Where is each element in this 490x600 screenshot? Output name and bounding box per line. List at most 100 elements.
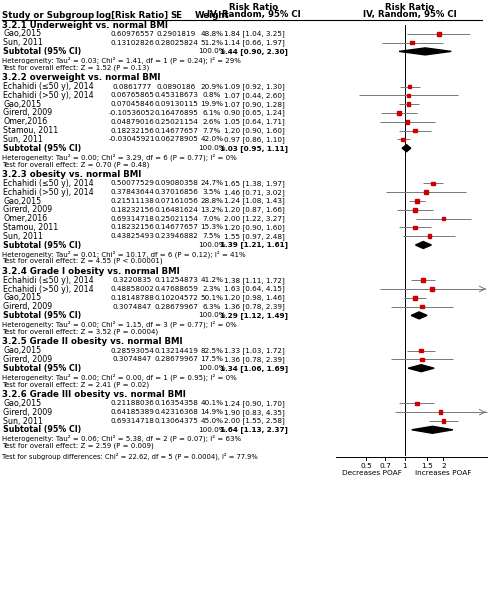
Text: 2.3%: 2.3% [203, 286, 221, 292]
Text: Weight: Weight [195, 10, 229, 19]
Text: 45.0%: 45.0% [200, 418, 223, 424]
Text: 1.46 [0.71, 3.02]: 1.46 [0.71, 3.02] [223, 189, 284, 196]
Text: 0.18232156: 0.18232156 [110, 224, 154, 230]
Text: 3.2.6 Grade III obesity vs. normal BMI: 3.2.6 Grade III obesity vs. normal BMI [2, 390, 186, 399]
Text: 1.20 [0.87, 1.66]: 1.20 [0.87, 1.66] [223, 206, 284, 213]
Text: 0.07161056: 0.07161056 [154, 198, 198, 204]
Text: 0.23946882: 0.23946882 [154, 233, 198, 239]
Text: log[Risk Ratio]: log[Risk Ratio] [96, 10, 168, 19]
Text: 0.28593054: 0.28593054 [110, 347, 154, 353]
Text: 0.45318673: 0.45318673 [154, 92, 198, 98]
Text: 0.3074847: 0.3074847 [112, 356, 151, 362]
Text: 0.28679967: 0.28679967 [154, 304, 198, 310]
Text: Heterogeneity: Tau² = 0.01; Chi² = 10.17, df = 6 (P = 0.12); I² = 41%: Heterogeneity: Tau² = 0.01; Chi² = 10.17… [2, 250, 245, 257]
Text: 1.34 [1.06, 1.69]: 1.34 [1.06, 1.69] [220, 365, 288, 371]
Text: 6.3%: 6.3% [203, 304, 221, 310]
Text: 1.24 [1.08, 1.43]: 1.24 [1.08, 1.43] [223, 197, 284, 205]
Text: 1.05 [0.64, 1.71]: 1.05 [0.64, 1.71] [223, 118, 284, 125]
Text: 41.2%: 41.2% [200, 277, 223, 283]
Text: Sun, 2011: Sun, 2011 [3, 232, 43, 241]
Text: 1.64 [1.13, 2.37]: 1.64 [1.13, 2.37] [220, 427, 288, 433]
Bar [441, 419, 445, 423]
Text: 0.37016856: 0.37016856 [154, 189, 198, 195]
Text: 0.28025824: 0.28025824 [154, 40, 198, 46]
Text: Girerd, 2009: Girerd, 2009 [3, 109, 52, 118]
Text: 0.47688659: 0.47688659 [154, 286, 198, 292]
Text: 0.3220835: 0.3220835 [112, 277, 151, 283]
Text: 0.25021154: 0.25021154 [154, 215, 198, 221]
Text: 3.5%: 3.5% [203, 189, 221, 195]
Text: 1.14 [0.66, 1.97]: 1.14 [0.66, 1.97] [223, 39, 284, 46]
Text: 28.8%: 28.8% [200, 198, 223, 204]
Text: Sun, 2011: Sun, 2011 [3, 416, 43, 425]
Text: Heterogeneity: Tau² = 0.00; Chi² = 0.00, df = 1 (P = 0.95); I² = 0%: Heterogeneity: Tau² = 0.00; Chi² = 0.00,… [2, 373, 237, 381]
Text: Echahidi (>50 y), 2014: Echahidi (>50 y), 2014 [3, 188, 94, 197]
Text: Gao,2015: Gao,2015 [3, 100, 41, 109]
Text: -0.10536052: -0.10536052 [109, 110, 155, 116]
Text: Increases POAF: Increases POAF [415, 470, 472, 476]
Bar [406, 120, 410, 124]
Text: Decreases POAF: Decreases POAF [342, 470, 401, 476]
Text: 0.60976557: 0.60976557 [110, 31, 154, 37]
Bar [414, 226, 417, 229]
Text: 3.2.1 Underweight vs. normal BMI: 3.2.1 Underweight vs. normal BMI [2, 20, 168, 29]
Bar [401, 137, 405, 141]
Text: 0.14677657: 0.14677657 [154, 128, 198, 134]
Text: 14.9%: 14.9% [200, 409, 223, 415]
Text: 0.16354358: 0.16354358 [154, 400, 198, 406]
Bar [420, 358, 424, 361]
Text: 2.6%: 2.6% [203, 119, 221, 125]
Text: 1.65 [1.38, 1.97]: 1.65 [1.38, 1.97] [223, 180, 284, 187]
Text: 3.2.4 Grade I obesity vs. normal BMI: 3.2.4 Grade I obesity vs. normal BMI [2, 267, 180, 276]
Bar [441, 217, 445, 220]
Text: 24.7%: 24.7% [200, 181, 223, 187]
Text: 6.1%: 6.1% [203, 110, 221, 116]
Text: 15.3%: 15.3% [200, 224, 223, 230]
Text: 0.0861777: 0.0861777 [112, 83, 151, 89]
Text: 17.5%: 17.5% [200, 356, 223, 362]
Text: 1.07 [0.44, 2.60]: 1.07 [0.44, 2.60] [223, 92, 284, 99]
Polygon shape [402, 145, 411, 152]
Text: 0.48858002: 0.48858002 [110, 286, 154, 292]
Text: 2.00 [1.22, 3.27]: 2.00 [1.22, 3.27] [223, 215, 284, 222]
Polygon shape [416, 242, 431, 248]
Text: 7.5%: 7.5% [203, 233, 221, 239]
Text: 0.13102826: 0.13102826 [110, 40, 154, 46]
Bar [414, 296, 417, 299]
Text: 100.0%: 100.0% [198, 49, 226, 55]
Text: 0.09130115: 0.09130115 [154, 101, 198, 107]
Text: Gao,2015: Gao,2015 [3, 293, 41, 302]
Bar [428, 235, 431, 238]
Bar [407, 94, 411, 97]
Polygon shape [399, 48, 451, 55]
Polygon shape [408, 365, 434, 372]
Text: 0.3074847: 0.3074847 [112, 304, 151, 310]
Text: Subtotal (95% CI): Subtotal (95% CI) [3, 47, 81, 56]
Text: 0.06278905: 0.06278905 [154, 136, 198, 142]
Text: 1.39 [1.21, 1.61]: 1.39 [1.21, 1.61] [220, 242, 288, 248]
Text: Echahidi (>50 y), 2014: Echahidi (>50 y), 2014 [3, 284, 94, 293]
Text: 42.0%: 42.0% [200, 136, 223, 142]
Bar [415, 401, 418, 405]
Text: Echahidi (>50 y), 2014: Echahidi (>50 y), 2014 [3, 91, 94, 100]
Text: 48.8%: 48.8% [200, 31, 223, 37]
Bar [437, 32, 441, 35]
Text: Test for overall effect: Z = 1.52 (P = 0.13): Test for overall effect: Z = 1.52 (P = 0… [2, 64, 149, 71]
Text: IV, Random, 95% CI: IV, Random, 95% CI [207, 10, 301, 19]
Text: 0.16481624: 0.16481624 [154, 207, 198, 213]
Text: 0.13064375: 0.13064375 [154, 418, 198, 424]
Text: Subtotal (95% CI): Subtotal (95% CI) [3, 143, 81, 152]
Bar [419, 349, 422, 352]
Text: Stamou, 2011: Stamou, 2011 [3, 126, 58, 135]
Text: Study or Subgroup: Study or Subgroup [2, 10, 94, 19]
Text: 19.9%: 19.9% [200, 101, 223, 107]
Text: Heterogeneity: Tau² = 0.00; Chi² = 1.15, df = 3 (P = 0.77); I² = 0%: Heterogeneity: Tau² = 0.00; Chi² = 1.15,… [2, 320, 237, 328]
Text: Subtotal (95% CI): Subtotal (95% CI) [3, 241, 81, 250]
Text: 100.0%: 100.0% [198, 365, 226, 371]
Text: 0.5: 0.5 [361, 463, 372, 469]
Text: Echahidi (≤50 y), 2014: Echahidi (≤50 y), 2014 [3, 179, 94, 188]
Text: 100.0%: 100.0% [198, 145, 226, 151]
Text: 1.20 [0.90, 1.60]: 1.20 [0.90, 1.60] [223, 224, 284, 231]
Text: Heterogeneity: Tau² = 0.03; Chi² = 1.41, df = 1 (P = 0.24); I² = 29%: Heterogeneity: Tau² = 0.03; Chi² = 1.41,… [2, 56, 241, 64]
Text: 0.69314718: 0.69314718 [110, 215, 154, 221]
